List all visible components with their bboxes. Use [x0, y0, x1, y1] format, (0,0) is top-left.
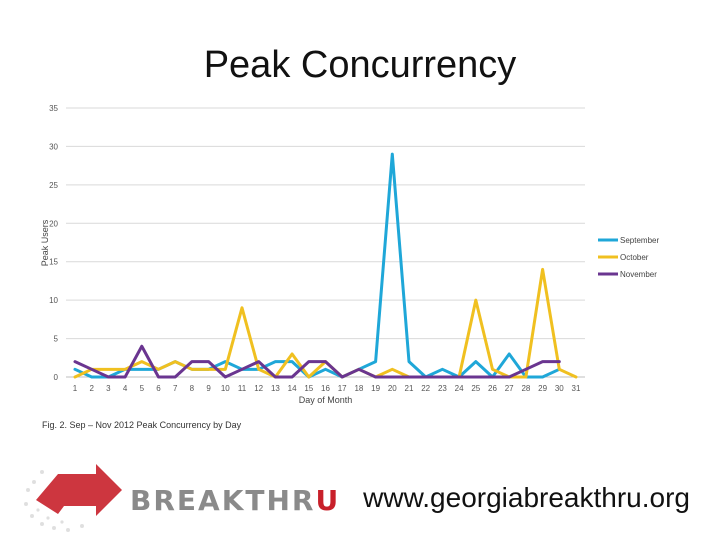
x-tick-label: 22 [421, 384, 430, 393]
x-tick-label: 21 [405, 384, 414, 393]
website-url: www.georgiabreakthru.org [363, 482, 690, 513]
x-axis-label: Day of Month [299, 395, 353, 405]
x-tick-label: 11 [238, 384, 247, 393]
x-tick-label: 25 [471, 384, 480, 393]
y-tick-label: 25 [49, 181, 58, 190]
legend-label: November [620, 270, 657, 279]
series-line [73, 344, 561, 379]
figure-caption: Fig. 2. Sep – Nov 2012 Peak Concurrency … [42, 420, 242, 430]
x-tick-label: 6 [156, 384, 161, 393]
brand-name-main: BREAKTHR [130, 484, 316, 517]
y-tick-label: 0 [54, 373, 59, 382]
x-tick-label: 1 [73, 384, 78, 393]
x-tick-label: 19 [371, 384, 380, 393]
x-tick-label: 16 [321, 384, 330, 393]
x-tick-label: 14 [288, 384, 297, 393]
x-tick-label: 24 [455, 384, 464, 393]
y-tick-label: 15 [49, 258, 58, 267]
brand-name: BREAKTHRU [130, 484, 340, 517]
x-tick-label: 20 [388, 384, 397, 393]
chart-title: Peak Concurrency [203, 44, 517, 86]
x-tick-label: 10 [221, 384, 230, 393]
x-tick-label: 23 [438, 384, 447, 393]
x-tick-label: 29 [538, 384, 547, 393]
x-tick-label: 27 [505, 384, 514, 393]
x-tick-label: 18 [354, 384, 363, 393]
x-tick-label: 26 [488, 384, 497, 393]
x-tick-label: 17 [338, 384, 347, 393]
y-tick-label: 30 [49, 142, 58, 151]
legend-label: October [620, 253, 649, 262]
x-tick-label: 28 [521, 384, 530, 393]
y-tick-label: 5 [54, 335, 59, 344]
y-tick-label: 35 [49, 104, 58, 113]
brand-name-accent: U [315, 484, 341, 517]
x-tick-label: 13 [271, 384, 280, 393]
x-tick-label: 30 [555, 384, 564, 393]
legend-label: September [620, 236, 659, 245]
y-tick-label: 10 [49, 296, 58, 305]
x-tick-label: 3 [106, 384, 111, 393]
x-tick-label: 15 [304, 384, 313, 393]
y-axis-label: Peak Users [40, 219, 50, 266]
x-tick-label: 5 [140, 384, 145, 393]
y-tick-label: 20 [49, 219, 58, 228]
x-tick-label: 9 [206, 384, 211, 393]
x-tick-label: 8 [190, 384, 195, 393]
x-tick-label: 12 [254, 384, 263, 393]
x-tick-label: 4 [123, 384, 128, 393]
x-tick-label: 31 [572, 384, 581, 393]
x-tick-label: 2 [89, 384, 94, 393]
breakthru-logo-icon [24, 464, 122, 532]
x-tick-label: 7 [173, 384, 178, 393]
